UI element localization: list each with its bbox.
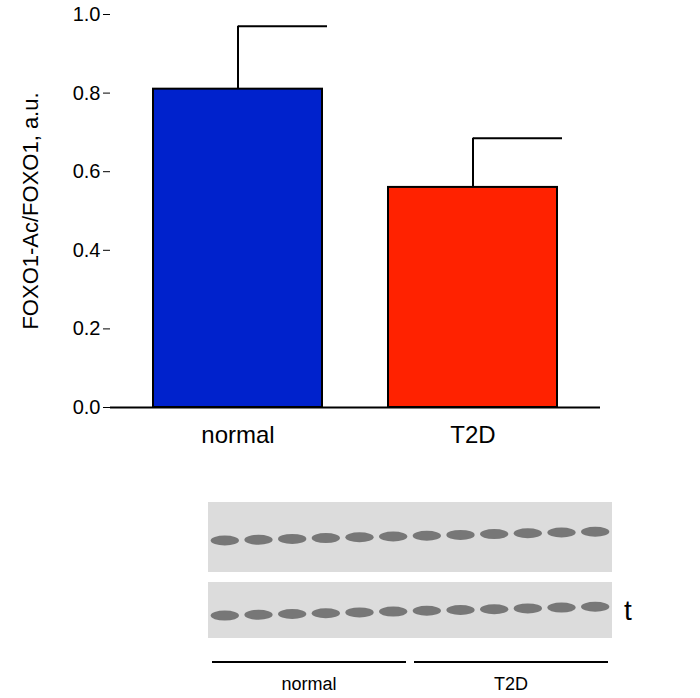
svg-text:0.0: 0.0: [73, 396, 101, 418]
svg-text:normal: normal: [281, 674, 336, 694]
svg-text:1.0: 1.0: [73, 3, 101, 25]
svg-text:0.2: 0.2: [73, 317, 101, 339]
svg-text:T2D: T2D: [450, 421, 495, 448]
svg-text:T2D: T2D: [494, 674, 528, 694]
svg-text:normal: normal: [201, 421, 274, 448]
svg-text:0.4: 0.4: [73, 239, 101, 261]
svg-text:0.8: 0.8: [73, 82, 101, 104]
svg-text:0.6: 0.6: [73, 160, 101, 182]
svg-text:t: t: [624, 595, 632, 626]
svg-text:FOXO1-Ac/FOXO1, a.u.: FOXO1-Ac/FOXO1, a.u.: [18, 92, 43, 329]
